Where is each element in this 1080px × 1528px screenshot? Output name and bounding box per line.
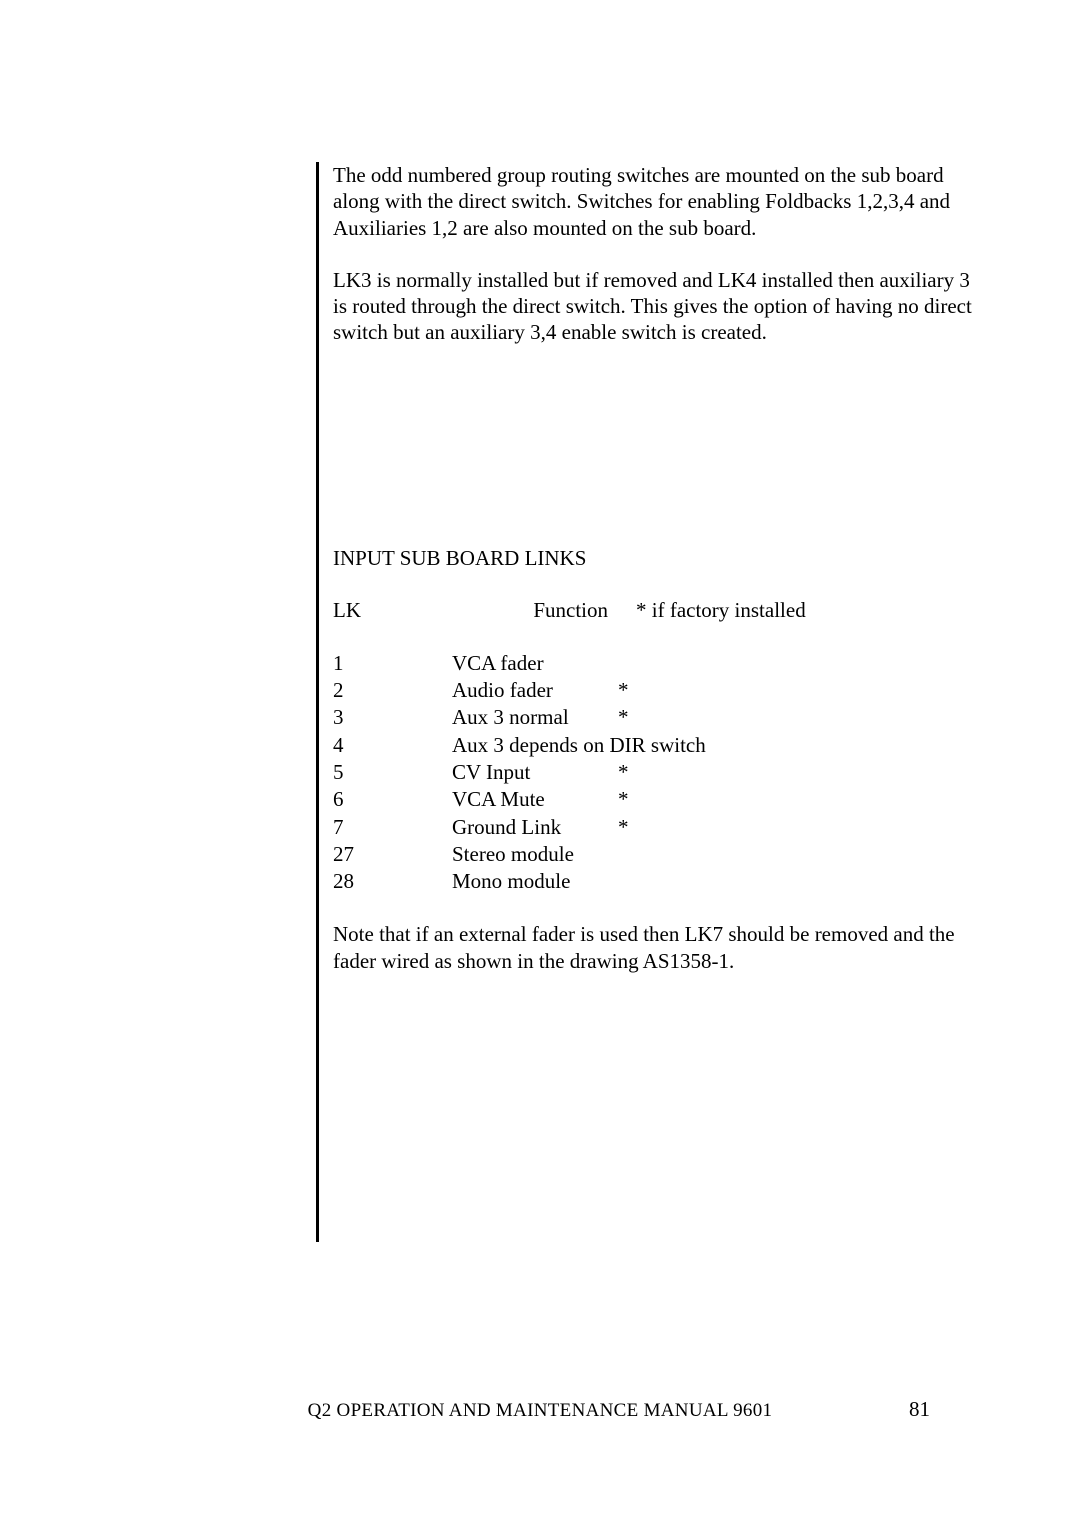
cell-lk: 27	[333, 841, 452, 868]
paragraph-1: The odd numbered group routing switches …	[333, 162, 976, 241]
paragraph-2: LK3 is normally installed but if removed…	[333, 267, 976, 346]
table-row: 4 Aux 3 depends on DIR switch	[333, 732, 976, 759]
cell-lk: 5	[333, 759, 452, 786]
cell-star: *	[608, 759, 976, 786]
table-row: 27 Stereo module	[333, 841, 976, 868]
table-row: 28 Mono module	[333, 868, 976, 895]
cell-star: *	[608, 814, 976, 841]
note-paragraph: Note that if an external fader is used t…	[333, 921, 976, 974]
table-row: 1 VCA fader	[333, 650, 976, 677]
cell-func: Ground Link	[452, 814, 608, 841]
header-note: * if factory installed	[608, 597, 976, 624]
cell-func: Aux 3 depends on DIR switch	[452, 732, 608, 759]
links-table: LK Function * if factory installed 1 VCA…	[333, 597, 976, 896]
cell-star	[608, 868, 976, 895]
cell-lk: 28	[333, 868, 452, 895]
cell-lk: 3	[333, 704, 452, 731]
footer-text: Q2 OPERATION AND MAINTENANCE MANUAL 9601	[308, 1400, 773, 1422]
cell-star	[608, 650, 976, 677]
cell-func: Aux 3 normal	[452, 704, 608, 731]
cell-star: *	[608, 677, 976, 704]
table-row: 3 Aux 3 normal *	[333, 704, 976, 731]
cell-star: *	[608, 786, 976, 813]
section-title: INPUT SUB BOARD LINKS	[333, 546, 976, 571]
cell-star: *	[608, 704, 976, 731]
cell-lk: 1	[333, 650, 452, 677]
cell-func: VCA fader	[452, 650, 608, 677]
cell-func: Audio fader	[452, 677, 608, 704]
cell-star	[608, 732, 976, 759]
cell-func: Stereo module	[452, 841, 608, 868]
cell-func: Mono module	[452, 868, 608, 895]
cell-func: CV Input	[452, 759, 608, 786]
table-row: 5 CV Input *	[333, 759, 976, 786]
cell-lk: 4	[333, 732, 452, 759]
page-number: 81	[909, 1397, 930, 1422]
cell-star	[608, 841, 976, 868]
table-header: LK Function * if factory installed	[333, 597, 976, 624]
header-function: Function	[452, 597, 608, 624]
header-lk: LK	[333, 597, 452, 624]
cell-lk: 6	[333, 786, 452, 813]
table-row: 2 Audio fader *	[333, 677, 976, 704]
cell-lk: 7	[333, 814, 452, 841]
table-row: 7 Ground Link *	[333, 814, 976, 841]
table-row: 6 VCA Mute *	[333, 786, 976, 813]
content-area: The odd numbered group routing switches …	[316, 162, 976, 1242]
footer: Q2 OPERATION AND MAINTENANCE MANUAL 9601…	[0, 1400, 1080, 1422]
cell-lk: 2	[333, 677, 452, 704]
cell-func: VCA Mute	[452, 786, 608, 813]
